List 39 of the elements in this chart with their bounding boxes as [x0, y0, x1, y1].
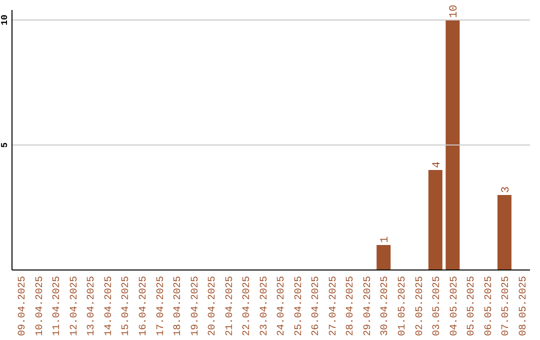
- x-tick-label: 23.04.2025: [259, 276, 270, 336]
- x-tick-label: 16.04.2025: [138, 276, 150, 336]
- x-tick-label: 13.04.2025: [86, 276, 98, 336]
- x-tick-label: 11.04.2025: [52, 276, 64, 336]
- x-tick-label: 08.05.2025: [518, 276, 530, 336]
- bar: [376, 245, 391, 270]
- x-tick-label: 27.04.2025: [328, 276, 340, 336]
- data-label: 1: [380, 236, 392, 243]
- x-tick-label: 30.04.2025: [380, 276, 392, 336]
- y-tick-label: 5: [0, 142, 10, 148]
- bar: [497, 195, 512, 270]
- x-tick-label: 18.04.2025: [173, 276, 184, 336]
- x-tick-label: 03.05.2025: [432, 276, 444, 336]
- x-tick-label: 01.05.2025: [398, 276, 408, 336]
- x-tick-label: 05.05.2025: [466, 276, 478, 336]
- data-label: 10: [448, 4, 461, 18]
- x-tick-label: 19.04.2025: [190, 276, 202, 336]
- x-tick-label: 10.04.2025: [34, 276, 46, 336]
- x-tick-label: 12.04.2025: [69, 276, 80, 336]
- x-tick-label: 26.04.2025: [311, 276, 322, 336]
- x-tick-label: 14.04.2025: [104, 276, 115, 336]
- x-tick-label: 09.04.2025: [18, 276, 29, 336]
- x-tick-label: 21.04.2025: [224, 276, 236, 336]
- x-tick-label: 04.05.2025: [449, 276, 460, 336]
- x-tick-label: 28.04.2025: [346, 276, 357, 336]
- x-tick-label: 06.05.2025: [484, 276, 495, 336]
- x-tick-label: 25.04.2025: [294, 276, 305, 336]
- data-label: 4: [431, 161, 444, 168]
- x-tick-label: 24.04.2025: [276, 276, 288, 336]
- bar: [446, 20, 460, 270]
- x-tick-label: 07.05.2025: [501, 276, 512, 336]
- x-tick-label: 22.04.2025: [242, 276, 254, 336]
- x-tick-label: 17.04.2025: [156, 276, 167, 336]
- x-tick-label: 02.05.2025: [414, 276, 426, 336]
- bar: [428, 170, 442, 270]
- data-label: 3: [500, 186, 512, 193]
- x-tick-label: 20.04.2025: [208, 276, 219, 336]
- x-tick-label: 15.04.2025: [121, 276, 132, 336]
- x-tick-label: 29.04.2025: [362, 276, 374, 336]
